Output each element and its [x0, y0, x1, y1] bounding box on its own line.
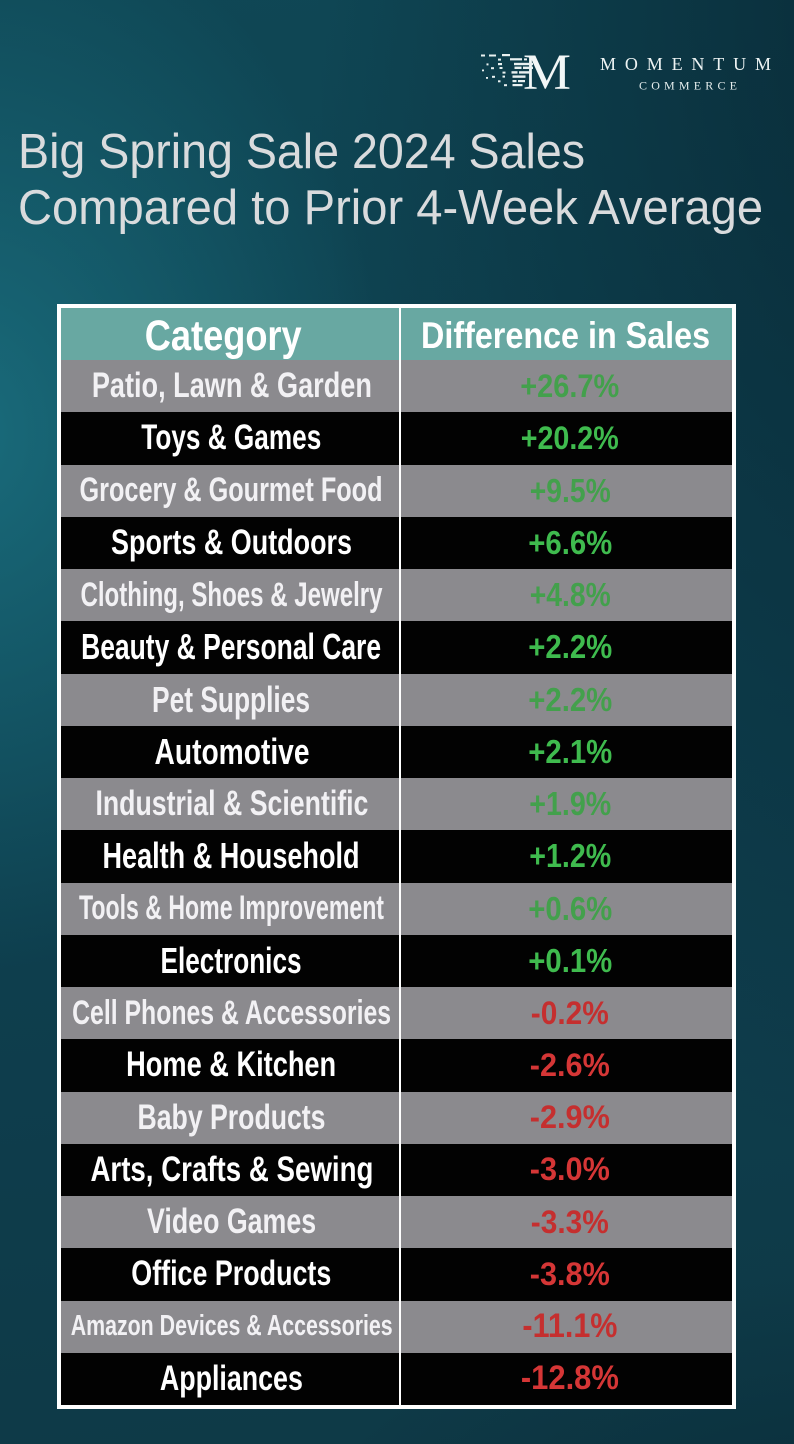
svg-text:M: M: [523, 45, 571, 101]
svg-text:COMMERCE: COMMERCE: [639, 79, 737, 93]
svg-text:MOMENTUM: MOMENTUM: [600, 54, 771, 74]
